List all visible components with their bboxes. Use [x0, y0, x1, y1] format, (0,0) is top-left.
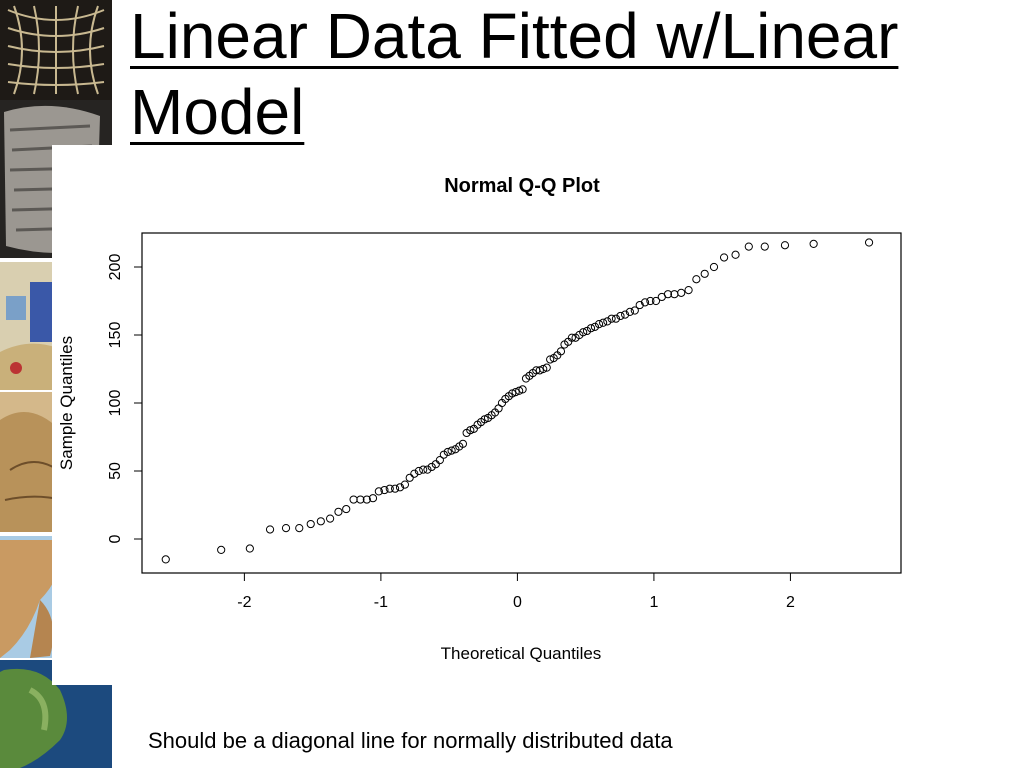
data-point [616, 311, 625, 321]
data-point [414, 466, 423, 476]
data-point [630, 306, 639, 315]
data-point [700, 269, 709, 278]
data-point [663, 290, 673, 299]
data-point [864, 238, 874, 247]
data-point [265, 525, 275, 534]
data-point [419, 465, 428, 474]
data-point [646, 296, 655, 306]
data-point [362, 495, 371, 504]
woven-grid-image [0, 0, 112, 100]
qq-plot: -2 -1 0 1 2 0 50 100 150 200 Theoretical Quantil… [57, 232, 902, 663]
data-point [677, 288, 686, 297]
data-point [334, 507, 343, 516]
data-point [731, 250, 740, 259]
y-tick-label: 200 [107, 254, 124, 281]
data-point [356, 495, 365, 504]
y-tick-label: 150 [107, 322, 124, 349]
data-point [567, 333, 576, 342]
data-point [326, 514, 335, 523]
data-point [511, 388, 520, 397]
chart-title: Normal Q-Q Plot [444, 175, 600, 197]
data-point [431, 460, 440, 469]
data-point [217, 545, 226, 554]
data-point [447, 446, 456, 455]
data-point [692, 275, 701, 284]
data-point [760, 242, 769, 251]
x-axis-label: Theoretical Quantiles [441, 644, 602, 663]
data-point [349, 495, 358, 504]
y-tick-label: 0 [107, 534, 124, 543]
data-point [586, 324, 596, 333]
data-point [281, 524, 291, 533]
plot-frame [141, 232, 902, 574]
data-point [539, 364, 548, 374]
data-point [621, 310, 630, 319]
x-tick-label: 2 [786, 594, 795, 611]
data-point [423, 465, 432, 474]
data-point [546, 355, 555, 364]
x-tick-label: -1 [374, 594, 388, 611]
data-point [380, 485, 389, 495]
data-point [640, 298, 650, 307]
data-point [709, 262, 719, 272]
y-axis-label: Sample Quantiles [57, 336, 76, 470]
data-point [316, 517, 325, 526]
data-point [410, 469, 419, 478]
data-point [556, 347, 566, 356]
data-point [590, 322, 600, 331]
data-point [458, 439, 468, 448]
data-point [809, 239, 818, 248]
data-point [443, 447, 452, 457]
data-point [594, 320, 604, 329]
data-point [427, 462, 436, 472]
data-point [518, 385, 527, 394]
data-point [579, 328, 588, 337]
data-point [395, 483, 405, 492]
x-tick-label: 1 [649, 594, 658, 611]
data-point [295, 524, 304, 533]
data-point [161, 555, 170, 564]
data-point [684, 286, 693, 295]
data-point [466, 426, 475, 435]
data-point [390, 484, 400, 493]
data-point [306, 519, 315, 529]
y-tick-label: 100 [107, 390, 124, 417]
data-point [780, 241, 790, 250]
data-point [342, 504, 351, 514]
slide-caption: Should be a diagonal line for normally d… [148, 728, 673, 753]
data-point [719, 253, 729, 262]
data-point [607, 314, 616, 323]
data-point [603, 317, 612, 326]
chart-panel: Normal Q-Q Plot -2 -1 0 1 2 0 50 100 150 200 The… [52, 145, 972, 685]
data-point [368, 494, 378, 503]
slide-title: Linear Data Fitted w/Linear Model [130, 0, 899, 148]
data-point [374, 487, 383, 496]
y-tick-label: 50 [107, 462, 124, 480]
x-tick-label: -2 [237, 594, 251, 611]
data-point [400, 480, 410, 489]
data-point [245, 544, 254, 553]
data-point [611, 314, 621, 323]
data-point [542, 363, 551, 372]
data-point [435, 456, 444, 465]
data-point [599, 318, 608, 327]
data-point [651, 296, 661, 306]
data-point [405, 473, 414, 482]
data-point [385, 484, 394, 493]
data-point [635, 300, 644, 310]
data-point [625, 307, 634, 316]
x-tick-label: 0 [513, 594, 522, 611]
data-point [744, 242, 753, 251]
